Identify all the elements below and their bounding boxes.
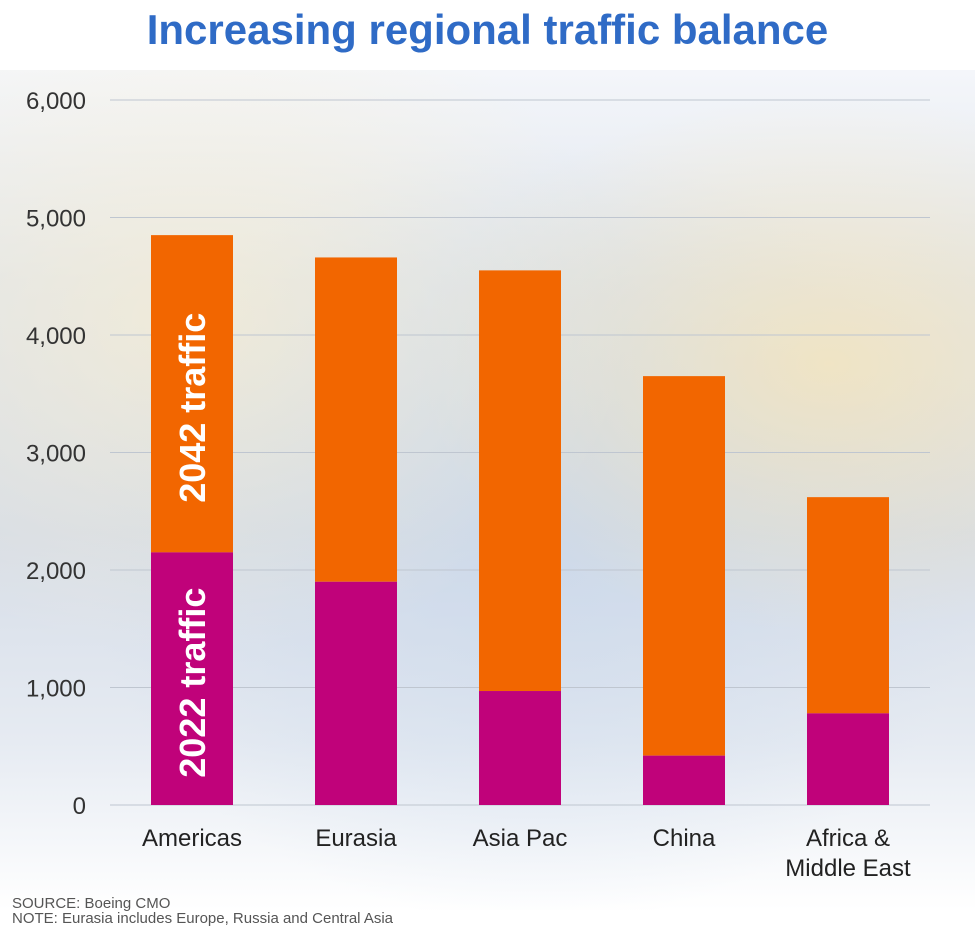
bar-2022-traffic (807, 713, 889, 805)
y-tick-label: 3,000 (26, 441, 86, 468)
x-category-label: Africa & (806, 825, 890, 852)
bar-2042-traffic (315, 257, 397, 582)
y-axis: 0 1,000 2,000 3,000 4,000 5,000 6,000 (26, 88, 86, 820)
y-tick-label: 2,000 (26, 558, 86, 585)
y-tick-label: 0 (73, 793, 86, 820)
bars (151, 235, 889, 805)
y-tick-label: 6,000 (26, 88, 86, 115)
in-bar-labels: 2022 traffic 2042 traffic (172, 313, 213, 778)
source-note: SOURCE: Boeing CMO (12, 895, 171, 912)
bar-2022-traffic (479, 691, 561, 805)
bar-2042-traffic (807, 497, 889, 714)
bar-2022-traffic (151, 552, 233, 805)
x-category-label: Asia Pac (473, 825, 568, 852)
y-tick-label: 5,000 (26, 206, 86, 233)
x-axis: Americas Eurasia Asia Pac China Africa & Midd… (142, 825, 911, 882)
footnote: NOTE: Eurasia includes Europe, Russia an… (12, 910, 394, 927)
bar-2042-traffic (479, 270, 561, 692)
bar-2042-traffic (643, 376, 725, 756)
bar-2022-traffic (643, 755, 725, 805)
label-2022-traffic: 2022 traffic (172, 588, 213, 778)
x-category-label: Eurasia (315, 825, 397, 852)
y-tick-label: 1,000 (26, 676, 86, 703)
x-category-label: Middle East (785, 855, 911, 882)
y-tick-label: 4,000 (26, 323, 86, 350)
label-2042-traffic: 2042 traffic (172, 313, 213, 503)
x-category-label: Americas (142, 825, 242, 852)
chart-title: Increasing regional traffic balance (146, 6, 829, 53)
bar-2022-traffic (315, 581, 397, 805)
bar-2042-traffic (151, 235, 233, 553)
x-category-label: China (653, 825, 716, 852)
